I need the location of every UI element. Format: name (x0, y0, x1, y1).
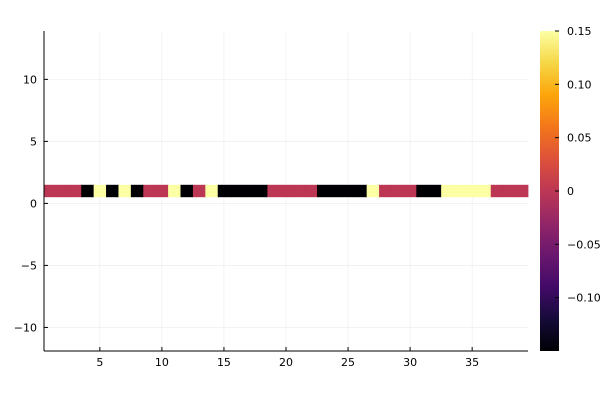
heatmap-cell (403, 184, 417, 198)
colorbar: −0.10 −0.05 0 0.05 0.10 0.15 (540, 25, 600, 351)
heatmap-cell (217, 184, 231, 198)
heatmap-cell (155, 184, 169, 198)
heatmap-cell (304, 184, 318, 198)
heatmap-cell (279, 184, 293, 198)
heatmap-cell (465, 184, 479, 198)
heatmap-cell (254, 184, 268, 198)
colorbar-tick-label: 0.05 (567, 132, 592, 145)
x-tick-label: 25 (341, 356, 355, 369)
heatmap-cell (391, 184, 405, 198)
heatmap-cell (205, 184, 219, 198)
heatmap-cell (56, 184, 70, 198)
heatmap-cell (180, 184, 194, 198)
colorbar-tick-label: −0.05 (567, 238, 600, 251)
y-tick-label: 10 (23, 73, 37, 86)
heatmap-cell (428, 184, 442, 198)
x-tick-label: 30 (403, 356, 417, 369)
heatmap-cell (292, 184, 306, 198)
colorbar-tick-label: 0 (567, 185, 574, 198)
y-tick-label: −10 (14, 321, 37, 334)
colorbar-tick-label: 0.10 (567, 78, 592, 91)
heatmap-cell (242, 184, 256, 198)
y-tick-label: 0 (30, 197, 37, 210)
heatmap-cell (341, 184, 355, 198)
heatmap-cell (130, 184, 144, 198)
y-axis-ticks: −10 −5 0 5 10 (14, 73, 48, 334)
heatmap-cell (515, 184, 529, 198)
heatmap-cell (379, 184, 392, 198)
heatmap-cell (93, 184, 107, 198)
heatmap-cell (106, 184, 119, 198)
heatmap-cell (317, 184, 330, 198)
heatmap-cell (44, 184, 57, 198)
heatmap-cell (453, 184, 467, 198)
x-tick-label: 5 (96, 356, 103, 369)
heatmap-cell (478, 184, 492, 198)
heatmap-cell (329, 184, 343, 198)
heatmap-cell (354, 184, 368, 198)
heatmap-cell (81, 184, 95, 198)
heatmap-cell (416, 184, 430, 198)
colorbar-tick-label: 0.15 (567, 25, 592, 38)
x-tick-label: 15 (217, 356, 231, 369)
x-tick-label: 20 (279, 356, 293, 369)
y-tick-label: −5 (21, 259, 37, 272)
heatmap-cell (441, 184, 454, 198)
x-axis-ticks: 5 10 15 20 25 30 35 (96, 347, 479, 369)
heatmap-cell (192, 184, 206, 198)
colorbar-scale (540, 31, 559, 351)
heatmap-cell (230, 184, 243, 198)
heatmap-cell (267, 184, 281, 198)
heatmap-cell (490, 184, 504, 198)
x-tick-label: 35 (465, 356, 479, 369)
heatmap-cell (118, 184, 132, 198)
x-tick-label: 10 (155, 356, 169, 369)
colorbar-tick-label: −0.10 (567, 292, 600, 305)
heatmap-cell (143, 184, 157, 198)
heatmap-cell (68, 184, 82, 198)
y-tick-label: 5 (30, 135, 37, 148)
heatmap-cells (44, 184, 529, 198)
heatmap-cell (366, 184, 380, 198)
heatmap-cell (168, 184, 181, 198)
heatmap-cell (503, 184, 516, 198)
